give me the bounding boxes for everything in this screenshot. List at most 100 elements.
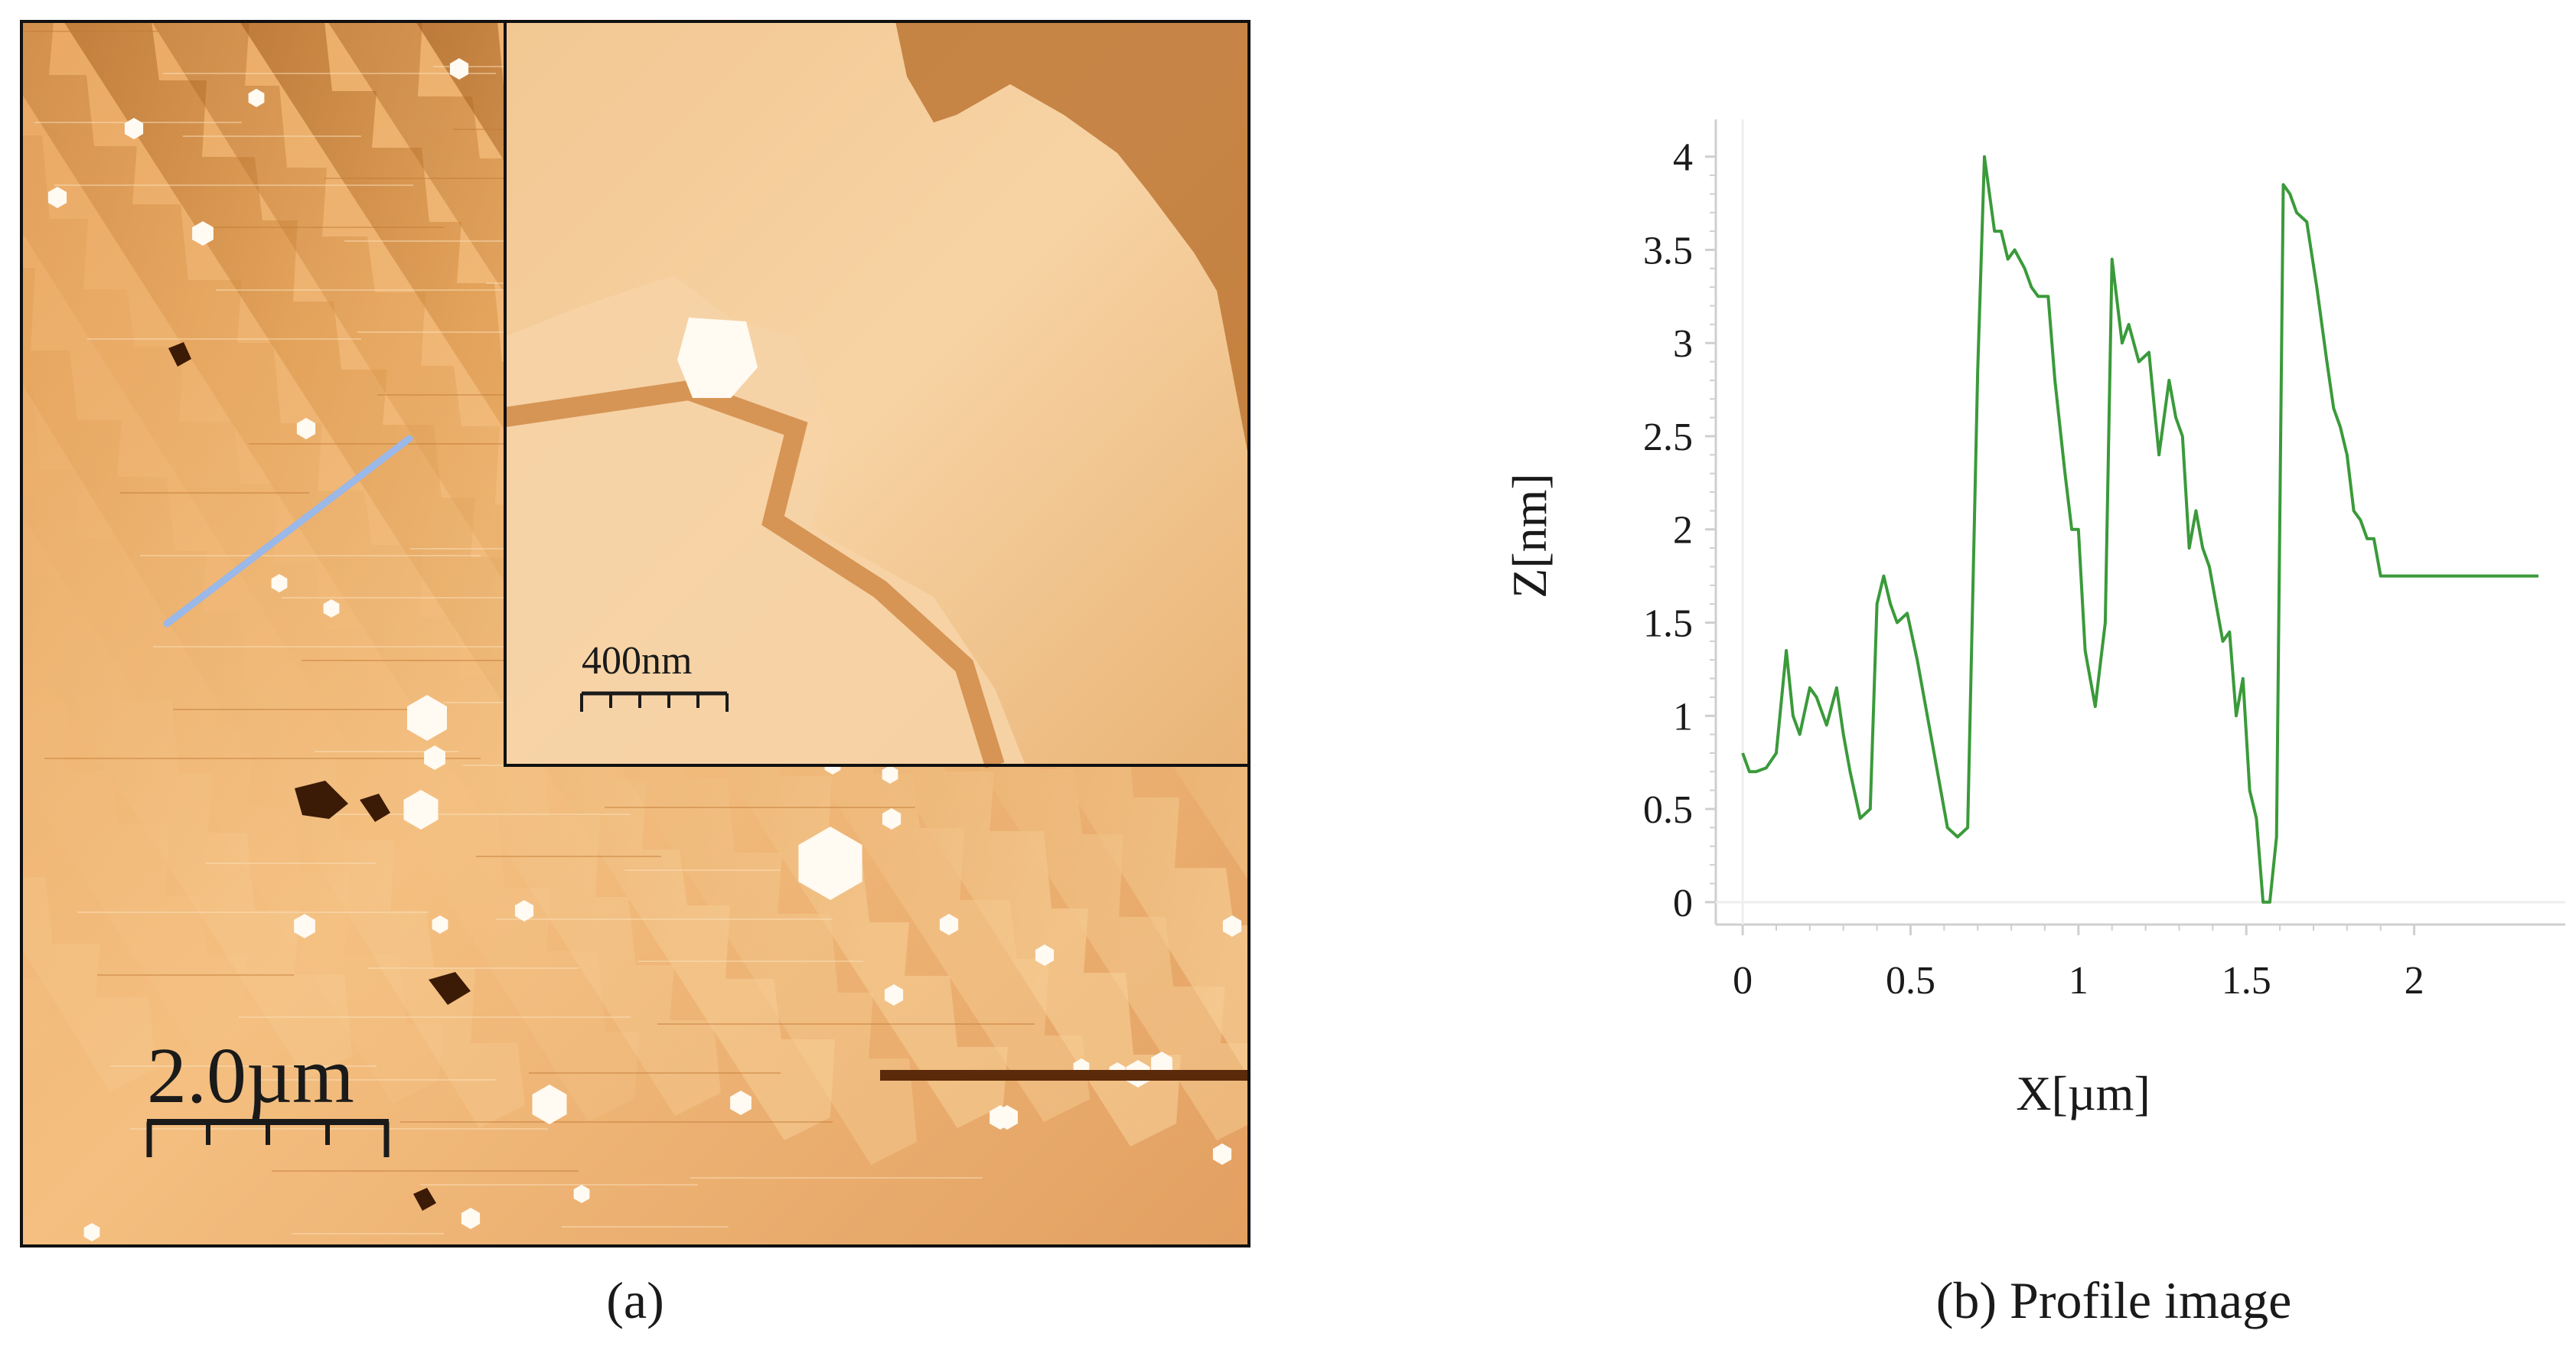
afm-island: [939, 914, 959, 935]
afm-frame: [20, 20, 1251, 1248]
afm-island: [1212, 1143, 1232, 1165]
terrace-band: [21, 646, 247, 1055]
y-tick-label: 1.5: [1643, 602, 1693, 646]
afm-terraces: [21, 21, 2576, 1171]
y-axis-label: Z[nm]: [1502, 473, 1557, 598]
scan-streak: [292, 1233, 444, 1234]
terrace-band: [21, 21, 721, 1116]
afm-island: [573, 1185, 590, 1203]
scan-streak: [110, 1065, 377, 1067]
scan-streak: [140, 555, 481, 556]
afm-island: [882, 808, 902, 830]
y-tick-label: 3.5: [1643, 229, 1693, 272]
x-tick-label: 2: [2405, 959, 2424, 1003]
afm-islands: [47, 58, 1242, 1241]
terrace-band: [1208, 21, 1249, 86]
x-tick-label: 1.5: [2222, 959, 2271, 1003]
inset-step-edge: [504, 380, 1005, 768]
terrace-band: [1472, 21, 2242, 1134]
x-axis-label: X[µm]: [2016, 1066, 2150, 1120]
afm-island: [403, 790, 439, 830]
inset-scale-bar: 400nm: [580, 639, 729, 712]
terrace-band: [21, 496, 352, 1079]
terrace-band: [1384, 21, 2150, 1171]
scan-streak: [637, 961, 863, 962]
scan-streak: [153, 646, 563, 647]
terrace-band: [1560, 21, 2323, 1128]
scan-streak: [605, 807, 915, 808]
scan-streak: [87, 338, 361, 340]
scan-streak: [21, 31, 159, 32]
x-tick-label: 1: [2069, 959, 2089, 1003]
profile-chart: 0 0.5 1 1.5 2 0 0.5 1 1.5 2 2.5 3 3.5 4 X[µm] Z[nm] (…: [1502, 119, 2565, 1329]
scan-streak: [272, 1170, 579, 1172]
x-tick-label: 0: [1733, 959, 1753, 1003]
scan-streak: [130, 1128, 548, 1130]
scan-streak: [315, 751, 459, 752]
inset-scale-label: 400nm: [582, 639, 692, 683]
y-tick-label: 3: [1673, 322, 1693, 366]
scan-streak: [120, 492, 309, 494]
scan-streak: [216, 289, 615, 291]
afm-island: [996, 1105, 1018, 1130]
scan-streak: [496, 918, 833, 920]
y-tick-label: 0: [1673, 882, 1693, 925]
scan-streak: [239, 1016, 631, 1018]
caption-a: (a): [606, 1271, 664, 1329]
terrace-band: [1736, 21, 2496, 1146]
scan-streak: [54, 184, 413, 186]
scan-streak: [44, 758, 481, 759]
afm-island: [532, 1084, 567, 1124]
afm-island: [271, 574, 288, 592]
afm-island: [798, 827, 862, 900]
afm-island: [514, 900, 534, 921]
afm-island: [296, 418, 316, 439]
terrace-band: [21, 135, 639, 1122]
scan-streak: [206, 863, 377, 864]
afm-island: [83, 1223, 100, 1241]
scan-streak: [196, 227, 444, 228]
terrace-band: [21, 388, 443, 1104]
chart-axes: [1714, 119, 2565, 926]
profile-scan-line[interactable]: [163, 435, 413, 628]
scan-streak: [173, 709, 429, 710]
y-tick-label: 0.5: [1643, 788, 1693, 832]
y-tick-label: 2.5: [1643, 416, 1693, 459]
main-scale-bar: 2.0µm: [146, 1032, 390, 1157]
scan-streak: [97, 974, 294, 976]
afm-island: [323, 599, 340, 618]
afm-island: [407, 695, 447, 741]
afm-dark-pits: [168, 342, 1249, 1211]
scan-streak: [400, 1121, 833, 1123]
afm-island: [884, 984, 904, 1006]
afm-inset: [504, 21, 1249, 768]
afm-island: [882, 765, 898, 784]
scan-streak: [302, 660, 683, 661]
profile-series-line: [1741, 155, 2539, 904]
caption-b: (b) Profile image: [1936, 1271, 2292, 1329]
afm-island: [424, 745, 445, 770]
inset-step-upper: [895, 21, 1249, 459]
afm-island: [192, 221, 214, 246]
scan-streak: [657, 1023, 1035, 1025]
terrace-band: [64, 21, 835, 1140]
scan-streak: [624, 869, 781, 871]
afm-island: [1222, 915, 1242, 937]
scan-streak: [529, 1072, 781, 1074]
afm-island: [461, 1208, 481, 1229]
scan-streak: [282, 597, 511, 598]
afm-island: [47, 187, 67, 208]
scan-streak: [476, 856, 661, 857]
afm-island: [449, 58, 469, 80]
afm-island: [248, 89, 265, 107]
scan-streak: [344, 240, 563, 242]
terrace-band: [21, 978, 51, 1057]
afm-island: [730, 1091, 752, 1115]
y-tick-label: 1: [1673, 695, 1693, 739]
afm-island: [1035, 944, 1055, 966]
scan-streak: [183, 135, 361, 137]
terrace-band: [1824, 21, 2576, 1140]
scan-streak: [562, 1226, 729, 1228]
terrace-band: [21, 877, 156, 1091]
chart-ticks: 0 0.5 1 1.5 2 0 0.5 1 1.5 2 2.5 3 3.5 4: [1643, 136, 2424, 1003]
